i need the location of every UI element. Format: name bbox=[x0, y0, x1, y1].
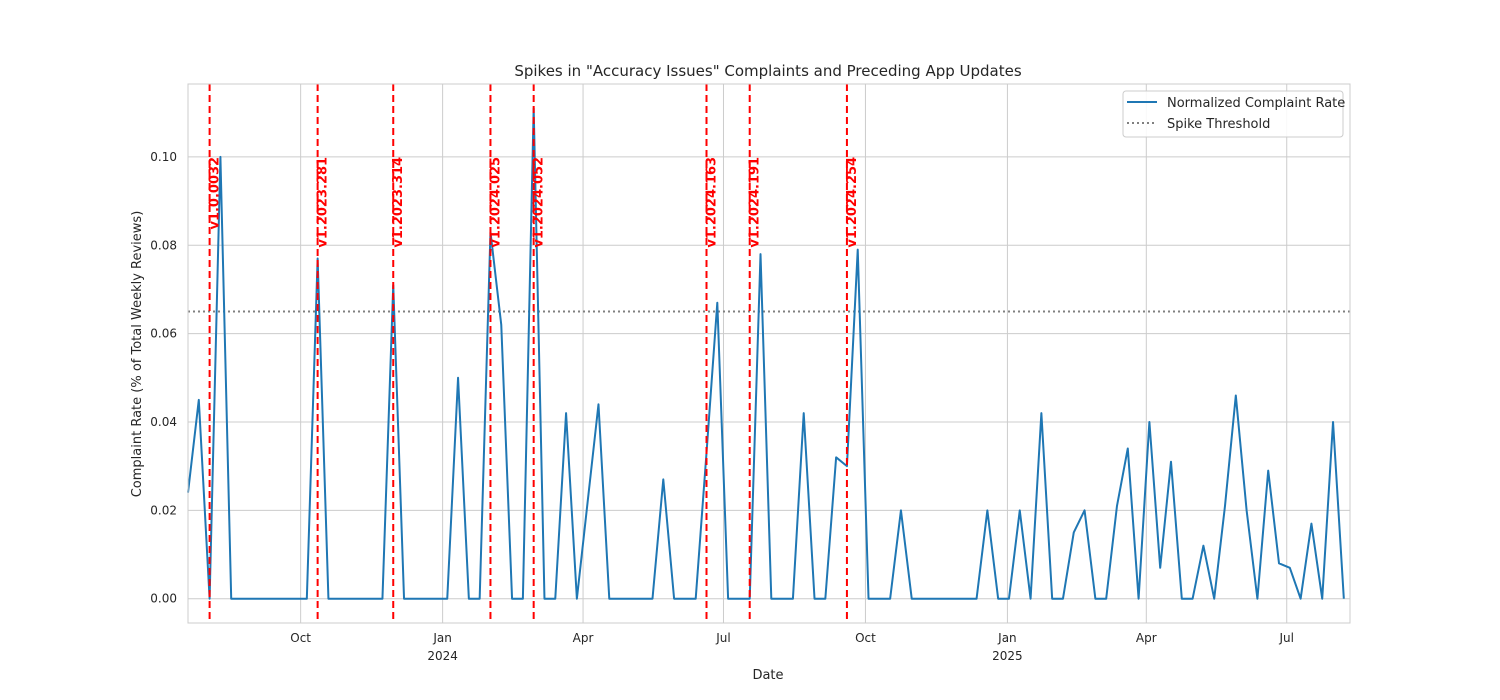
x-tick-label: Jul bbox=[1278, 631, 1293, 645]
x-tick-year-label: 2024 bbox=[427, 649, 458, 663]
legend-entry-label: Spike Threshold bbox=[1167, 117, 1270, 132]
legend-entry-label: Normalized Complaint Rate bbox=[1167, 96, 1345, 111]
update-version-label: v1.2024.025 bbox=[488, 157, 503, 248]
y-tick-label: 0.10 bbox=[150, 150, 177, 164]
x-tick-label: Jan bbox=[432, 631, 452, 645]
x-tick-label: Apr bbox=[1136, 631, 1157, 645]
chart-title: Spikes in "Accuracy Issues" Complaints a… bbox=[514, 62, 1022, 80]
y-tick-label: 0.02 bbox=[150, 503, 177, 517]
plot-frame bbox=[187, 83, 1351, 624]
plot-border bbox=[187, 83, 1351, 624]
y-tick-label: 0.06 bbox=[150, 327, 177, 341]
complaint-rate-line bbox=[187, 107, 1345, 600]
x-axis-label: Date bbox=[752, 668, 783, 683]
update-version-label: v1.2023.281 bbox=[316, 157, 331, 248]
x-tick-label: Oct bbox=[855, 631, 876, 645]
x-tick-label: Jul bbox=[715, 631, 730, 645]
update-version-label: v1.0.0032 bbox=[208, 157, 223, 230]
update-version-label: v1.2024.163 bbox=[705, 157, 720, 248]
series-layer bbox=[187, 107, 1345, 600]
update-version-label: v1.2024.254 bbox=[845, 157, 860, 248]
y-axis-label: Complaint Rate (% of Total Weekly Review… bbox=[130, 211, 145, 498]
x-tick-label: Apr bbox=[573, 631, 594, 645]
y-tick-label: 0.04 bbox=[150, 415, 177, 429]
y-tick-label: 0.00 bbox=[150, 592, 177, 606]
x-tick-year-label: 2025 bbox=[992, 649, 1023, 663]
update-version-label: v1.2024.191 bbox=[748, 157, 763, 248]
legend: Normalized Complaint Rate Spike Threshold bbox=[1122, 90, 1345, 138]
update-version-label: v1.2023.314 bbox=[391, 157, 406, 248]
tick-labels: 0.00 0.02 0.04 0.06 0.08 0.10 Oct Jan 2024 Apr Jul… bbox=[150, 150, 1294, 663]
update-version-label: v1.2024.052 bbox=[532, 157, 547, 248]
x-tick-label: Jan bbox=[997, 631, 1017, 645]
update-markers: v1.0.0032 v1.2023.281 v1.2023.314 v1.2024.0… bbox=[208, 84, 860, 623]
legend-box bbox=[1122, 90, 1344, 138]
x-tick-label: Oct bbox=[290, 631, 311, 645]
y-tick-label: 0.08 bbox=[150, 238, 177, 252]
